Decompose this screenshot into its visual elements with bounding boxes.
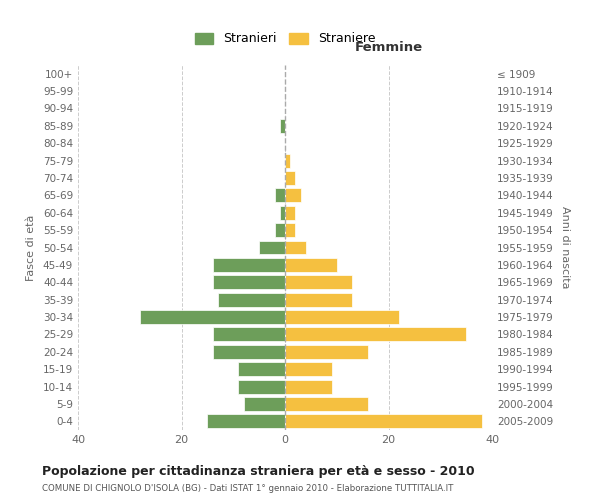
Bar xyxy=(285,188,301,202)
Bar xyxy=(285,258,337,272)
Bar xyxy=(259,240,285,254)
Bar xyxy=(212,328,285,342)
Bar xyxy=(238,380,285,394)
Bar xyxy=(285,240,306,254)
Bar xyxy=(212,258,285,272)
Bar xyxy=(238,362,285,376)
Bar xyxy=(285,380,332,394)
Bar xyxy=(285,414,482,428)
Bar xyxy=(285,154,290,168)
Legend: Stranieri, Straniere: Stranieri, Straniere xyxy=(190,28,380,50)
Bar xyxy=(280,119,285,133)
Bar xyxy=(280,206,285,220)
Text: Femmine: Femmine xyxy=(355,41,422,54)
Bar xyxy=(275,223,285,237)
Y-axis label: Fasce di età: Fasce di età xyxy=(26,214,36,280)
Text: Popolazione per cittadinanza straniera per età e sesso - 2010: Popolazione per cittadinanza straniera p… xyxy=(42,465,475,478)
Bar xyxy=(285,292,352,306)
Y-axis label: Anni di nascita: Anni di nascita xyxy=(560,206,570,289)
Text: COMUNE DI CHIGNOLO D'ISOLA (BG) - Dati ISTAT 1° gennaio 2010 - Elaborazione TUTT: COMUNE DI CHIGNOLO D'ISOLA (BG) - Dati I… xyxy=(42,484,454,493)
Bar xyxy=(208,414,285,428)
Bar xyxy=(285,276,352,289)
Bar xyxy=(218,292,285,306)
Bar xyxy=(285,171,295,185)
Bar xyxy=(275,188,285,202)
Bar xyxy=(212,276,285,289)
Bar xyxy=(285,362,332,376)
Bar xyxy=(285,206,295,220)
Bar xyxy=(285,223,295,237)
Bar xyxy=(285,397,368,411)
Bar xyxy=(244,397,285,411)
Bar xyxy=(140,310,285,324)
Bar xyxy=(285,310,399,324)
Bar xyxy=(285,345,368,358)
Bar xyxy=(285,328,466,342)
Bar xyxy=(212,345,285,358)
